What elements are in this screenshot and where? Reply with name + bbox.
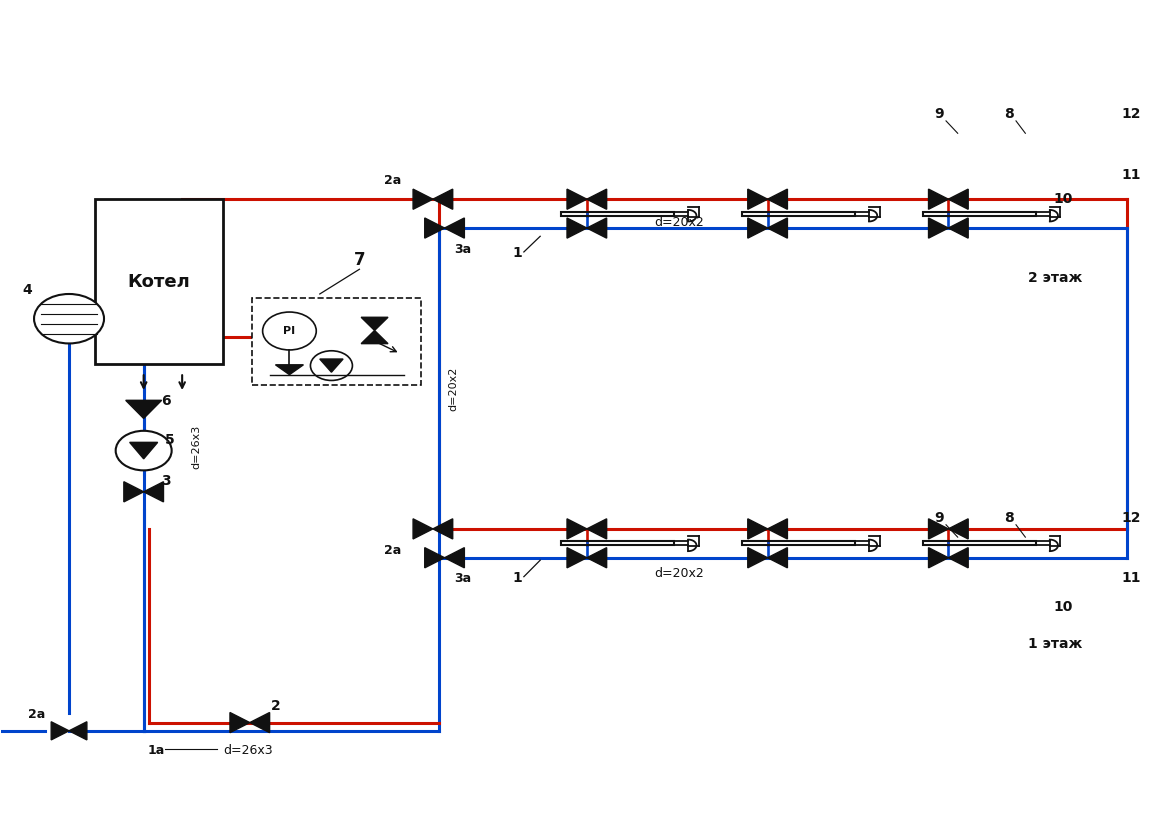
Text: 3а: 3а [454,572,471,586]
Text: 7: 7 [353,251,365,269]
Circle shape [116,431,172,471]
Text: 11: 11 [1121,168,1141,182]
Text: 10: 10 [1053,600,1073,614]
Polygon shape [948,519,968,539]
Text: 10: 10 [1053,193,1073,206]
Text: PI: PI [283,326,296,336]
Text: d=26х3: d=26х3 [192,424,201,469]
Text: 2а: 2а [383,543,401,557]
Bar [95,199,223,364]
Polygon shape [587,218,607,238]
Polygon shape [444,547,464,568]
Polygon shape [587,519,607,539]
Polygon shape [250,713,270,733]
Polygon shape [320,359,343,372]
Circle shape [263,312,317,350]
Text: 12: 12 [1121,108,1141,122]
Polygon shape [768,189,788,209]
Polygon shape [144,481,164,502]
Polygon shape [433,519,452,539]
Text: 2а: 2а [28,709,46,721]
Bar [561,212,675,216]
Polygon shape [230,713,250,733]
Bar [742,212,855,216]
Polygon shape [928,519,948,539]
Polygon shape [361,318,388,331]
Text: d=26х3: d=26х3 [223,744,272,757]
Polygon shape [276,365,304,375]
Text: Котел: Котел [127,273,191,290]
Polygon shape [361,331,388,344]
Text: 1: 1 [512,571,521,585]
Polygon shape [424,218,444,238]
Bar [561,541,675,545]
Text: 3а: 3а [454,243,471,256]
Polygon shape [768,547,788,568]
Polygon shape [567,189,587,209]
Text: 6: 6 [161,394,171,409]
Polygon shape [928,547,948,568]
Circle shape [311,351,352,380]
Polygon shape [768,218,788,238]
Polygon shape [413,189,433,209]
Text: 8: 8 [1004,511,1014,525]
Polygon shape [928,189,948,209]
Bar [253,298,421,385]
Text: d=20х2: d=20х2 [448,366,458,411]
Bar [742,541,855,545]
Polygon shape [748,547,768,568]
Text: 9: 9 [934,108,945,122]
Polygon shape [51,722,69,740]
Text: 1а: 1а [147,744,165,757]
Polygon shape [768,519,788,539]
Text: 11: 11 [1121,571,1141,586]
Polygon shape [433,189,452,209]
Text: 2: 2 [271,699,281,713]
Polygon shape [748,519,768,539]
Text: 2а: 2а [383,174,401,188]
Bar [253,298,421,385]
Text: 9: 9 [934,511,945,525]
Polygon shape [69,722,87,740]
Polygon shape [444,218,464,238]
Polygon shape [948,547,968,568]
Bar [922,541,1036,545]
Text: 4: 4 [22,283,32,297]
Text: d=20х2: d=20х2 [655,566,704,580]
Polygon shape [567,547,587,568]
Text: d=20х2: d=20х2 [655,216,704,228]
Polygon shape [748,189,768,209]
Polygon shape [567,218,587,238]
Text: 2 этаж: 2 этаж [1028,270,1082,284]
Polygon shape [130,442,158,459]
Text: 12: 12 [1121,511,1141,525]
Polygon shape [587,189,607,209]
Polygon shape [948,189,968,209]
Polygon shape [928,218,948,238]
Polygon shape [748,218,768,238]
Polygon shape [124,481,144,502]
Text: 5: 5 [165,433,174,447]
Polygon shape [587,547,607,568]
Text: 3: 3 [161,474,171,488]
Text: 1: 1 [512,246,521,260]
Polygon shape [126,400,161,418]
Polygon shape [413,519,433,539]
Circle shape [34,294,104,343]
Polygon shape [567,519,587,539]
Bar [922,212,1036,216]
Text: 8: 8 [1004,108,1014,122]
Polygon shape [424,547,444,568]
Text: 1 этаж: 1 этаж [1028,638,1082,652]
Polygon shape [948,218,968,238]
